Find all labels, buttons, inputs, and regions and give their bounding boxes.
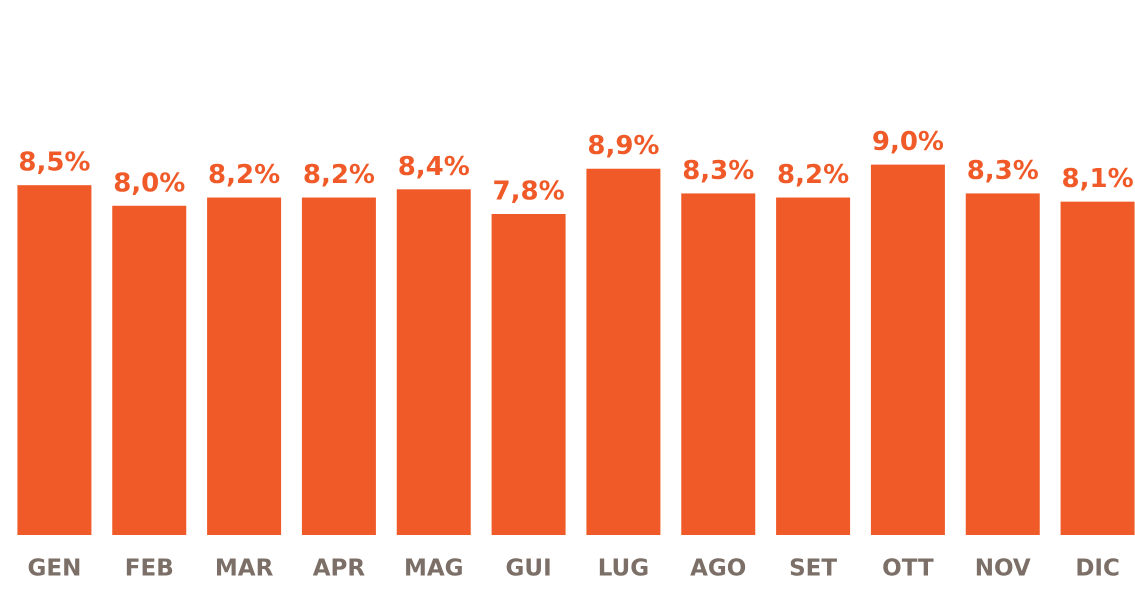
x-tick-label: MAR — [215, 556, 274, 582]
value-label: 8,9% — [587, 131, 659, 161]
bar — [965, 193, 1040, 535]
bar — [681, 193, 756, 535]
x-tick-label: NOV — [975, 556, 1031, 582]
value-label: 8,4% — [398, 152, 470, 182]
value-label: 9,0% — [872, 127, 944, 157]
x-tick-label: LUG — [598, 556, 649, 582]
value-label: 8,0% — [113, 168, 185, 198]
x-tick-label: SET — [789, 556, 837, 582]
value-label: 7,8% — [493, 177, 565, 207]
bar — [396, 189, 471, 536]
value-label: 8,1% — [1062, 164, 1134, 194]
value-label: 8,2% — [303, 160, 375, 190]
value-label: 8,3% — [682, 156, 754, 186]
bar — [870, 164, 945, 535]
bar — [491, 214, 566, 535]
value-label: 8,2% — [208, 160, 280, 190]
x-tick-label: OTT — [882, 556, 934, 582]
x-tick-label: MAG — [404, 556, 464, 582]
bar — [1060, 201, 1135, 535]
bar — [301, 197, 376, 536]
bar — [776, 197, 851, 536]
bar — [207, 197, 282, 536]
x-tick-label: AGO — [690, 556, 746, 582]
bar — [586, 168, 661, 535]
value-label: 8,2% — [777, 160, 849, 190]
x-tick-label: GEN — [27, 556, 81, 582]
value-label: 8,5% — [18, 148, 90, 178]
x-tick-label: GUI — [506, 556, 552, 582]
x-tick-label: FEB — [125, 556, 174, 582]
bar — [112, 205, 187, 535]
x-tick-label: APR — [313, 556, 366, 582]
bar — [17, 185, 92, 535]
x-tick-label: DIC — [1075, 556, 1120, 582]
value-label: 8,3% — [967, 156, 1039, 186]
